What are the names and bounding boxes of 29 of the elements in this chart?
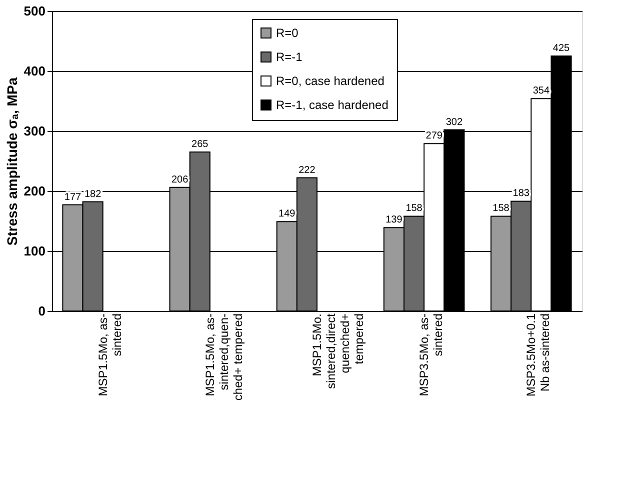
data-label: 222 <box>298 164 316 176</box>
x-tick-label: MSP1.5Mo. sintered,direct quenched+ tempered <box>310 312 366 389</box>
data-label: 206 <box>171 174 189 186</box>
data-label: 158 <box>406 203 423 214</box>
y-axis-title: Stress amplitude σₐ, MPa <box>4 77 20 246</box>
x-tick-label: MSP1.5Mo, as- sintered <box>96 314 124 396</box>
y-tick-label: 200 <box>24 184 46 198</box>
data-label: 182 <box>84 188 102 200</box>
data-label: 302 <box>446 116 463 128</box>
y-tick-label: 400 <box>24 64 46 78</box>
data-label: 139 <box>386 214 403 226</box>
data-label: 265 <box>192 139 209 150</box>
legend-label: R=-1, case hardened <box>276 98 388 112</box>
data-label: 279 <box>426 130 443 142</box>
y-tick-label: 500 <box>24 4 46 18</box>
x-tick-label: MSP1.5Mo, as- sintered,quen- ched+ tempered <box>202 314 245 401</box>
legend-label: R=0, case hardened <box>276 74 384 88</box>
data-label: 177 <box>64 192 82 203</box>
data-label: 354 <box>532 86 550 97</box>
y-tick-label: 300 <box>24 124 46 138</box>
x-tick-label: MSP3.5Mo+0.1 Nb as-sintered <box>524 313 552 397</box>
data-label: 158 <box>492 203 510 214</box>
y-tick-label: 100 <box>24 244 46 258</box>
legend-label: R=0 <box>276 26 299 40</box>
data-label: 149 <box>278 208 296 220</box>
legend-label: R=-1 <box>276 50 303 64</box>
data-label: 425 <box>552 43 570 54</box>
x-tick-label: MSP3.5Mo, as- sintered <box>417 314 446 396</box>
y-tick-label: 0 <box>38 304 46 318</box>
